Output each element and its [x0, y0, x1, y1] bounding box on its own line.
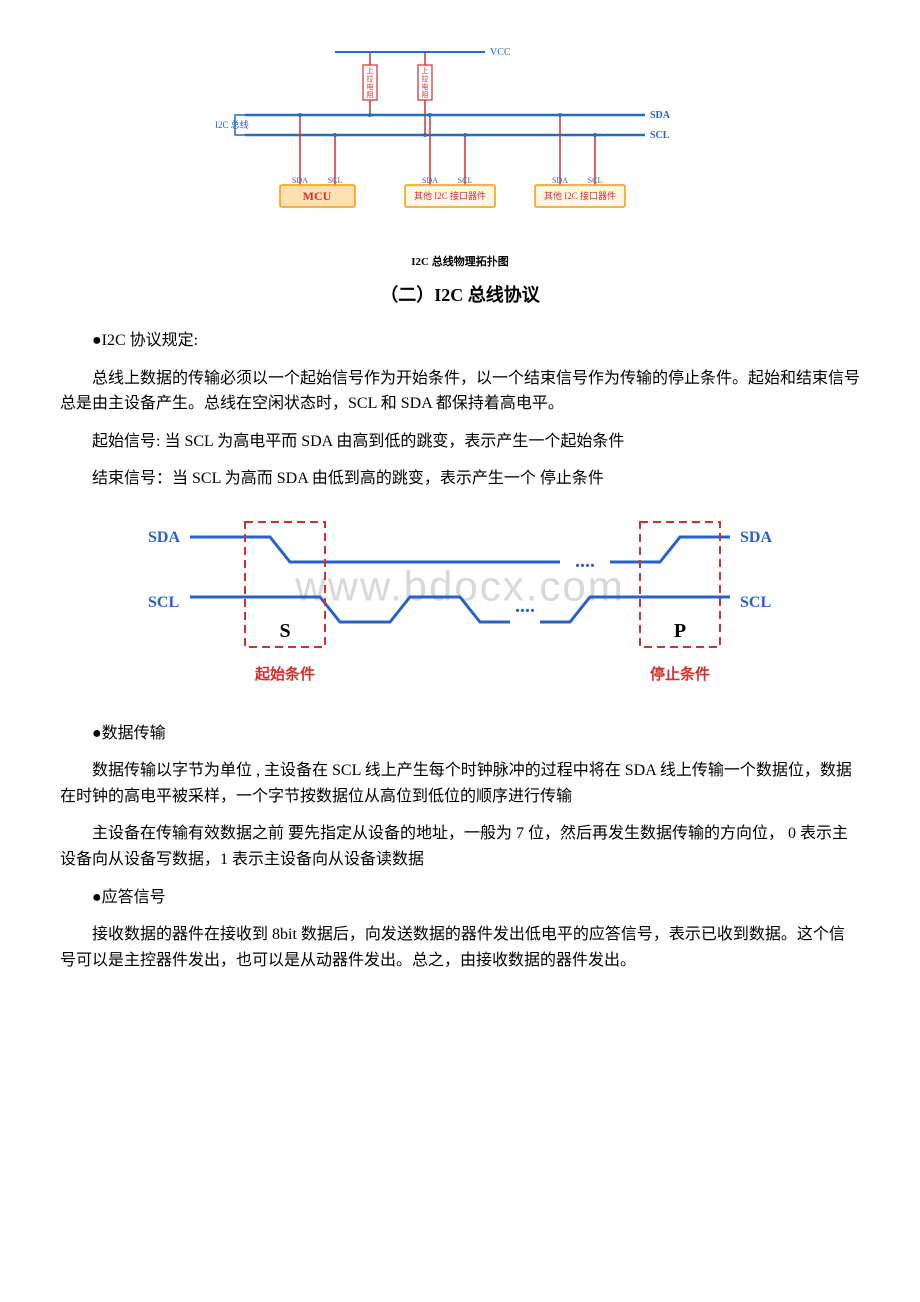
para-2: 总线上数据的传输必须以一个起始信号作为开始条件，以一个结束信号作为传输的停止条件…	[60, 366, 860, 417]
svg-text:上: 上	[422, 66, 429, 75]
svg-text:阻: 阻	[422, 90, 429, 99]
svg-text:SCL: SCL	[650, 130, 670, 141]
svg-text:SCL: SCL	[740, 594, 771, 611]
para-6: 数据传输以字节为单位 , 主设备在 SCL 线上产生每个时钟脉冲的过程中将在 S…	[60, 758, 860, 809]
para-9: 接收数据的器件在接收到 8bit 数据后，向发送数据的器件发出低电平的应答信号，…	[60, 922, 860, 973]
svg-text:SDA: SDA	[148, 529, 180, 546]
svg-text:电: 电	[422, 82, 429, 91]
svg-text:SDA: SDA	[650, 110, 671, 121]
vcc-label: VCC	[490, 47, 511, 58]
svg-text:SDA: SDA	[422, 176, 438, 185]
i2c-topology-diagram: VCC 上 拉 电 阻 上 拉 电 阻 SDA SCL I2C 总线 SDA	[215, 40, 705, 271]
section-title: （二）I2C 总线协议	[60, 281, 860, 310]
para-data-label: ●数据传输	[92, 721, 860, 747]
svg-text:SCL: SCL	[148, 594, 179, 611]
svg-text:阻: 阻	[367, 90, 374, 99]
svg-text:MCU: MCU	[303, 189, 332, 203]
svg-text:SDA: SDA	[292, 176, 308, 185]
svg-text:上: 上	[367, 66, 374, 75]
svg-text:其他 I2C 接口器件: 其他 I2C 接口器件	[544, 190, 616, 201]
start-cond-label: 起始条件	[254, 665, 315, 683]
diagram1-caption: I2C 总线物理拓扑图	[215, 254, 705, 272]
svg-text:SCL: SCL	[458, 176, 473, 185]
para-protocol-label: ●I2C 协议规定:	[92, 328, 860, 354]
para-4: 结束信号：当 SCL 为高而 SDA 由低到高的跳变，表示产生一个 停止条件	[60, 466, 860, 492]
svg-text:拉: 拉	[422, 74, 429, 83]
svg-text:S: S	[279, 620, 290, 642]
svg-text:其他 I2C 接口器件: 其他 I2C 接口器件	[414, 190, 486, 201]
svg-text:拉: 拉	[367, 74, 374, 83]
svg-text:SCL: SCL	[328, 176, 343, 185]
svg-text:....: ....	[515, 595, 535, 617]
para-7: 主设备在传输有效数据之前 要先指定从设备的地址，一般为 7 位，然后再发生数据传…	[60, 821, 860, 872]
svg-text:SDA: SDA	[552, 176, 568, 185]
svg-text:SCL: SCL	[588, 176, 603, 185]
svg-text:....: ....	[575, 550, 595, 572]
stop-cond-label: 停止条件	[650, 665, 710, 683]
para-3: 起始信号: 当 SCL 为高电平而 SDA 由高到低的跳变，表示产生一个起始条件	[60, 429, 860, 455]
svg-text:SDA: SDA	[740, 529, 772, 546]
svg-text:电: 电	[367, 82, 374, 91]
start-stop-diagram: www.bdocx.com SDA SDA SCL SCL .... .... …	[140, 507, 780, 706]
para-ack-label: ●应答信号	[92, 885, 860, 911]
svg-text:P: P	[674, 620, 686, 642]
svg-text:I2C 总线: I2C 总线	[215, 119, 249, 130]
